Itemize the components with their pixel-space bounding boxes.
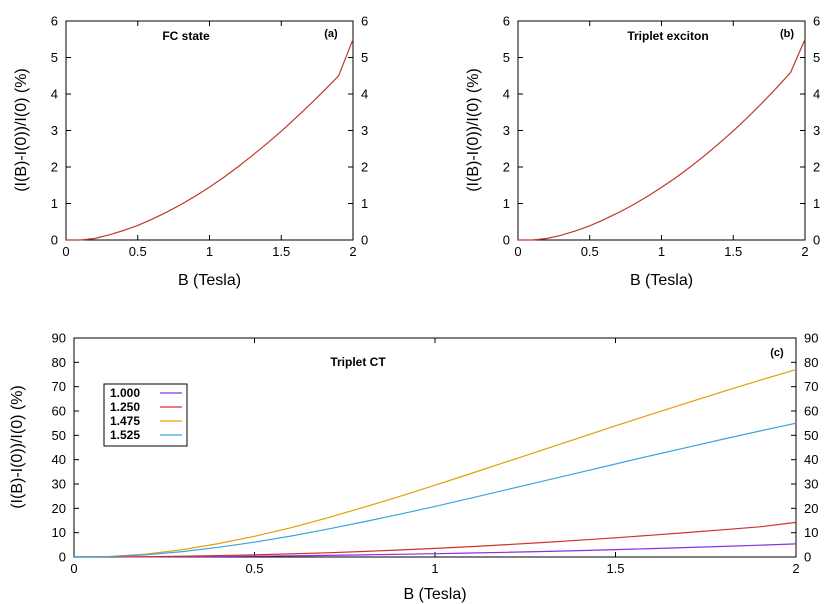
series-line-1 bbox=[518, 39, 806, 241]
y-tick-label-right: 0 bbox=[813, 233, 820, 248]
y-tick-label: 4 bbox=[503, 87, 510, 102]
y-axis-label: (I(B)-I(0))/I(0) (%) bbox=[465, 68, 482, 192]
y-tick-label-right: 70 bbox=[804, 379, 818, 394]
y-tick-label: 0 bbox=[51, 233, 58, 248]
y-tick-label: 0 bbox=[59, 550, 66, 565]
x-tick-label: 1 bbox=[206, 244, 213, 259]
y-tick-label-right: 60 bbox=[804, 404, 818, 419]
y-tick-label-right: 6 bbox=[813, 14, 820, 29]
series-line-1 bbox=[66, 39, 354, 241]
y-tick-label: 1 bbox=[51, 196, 58, 211]
x-tick-label: 0.5 bbox=[245, 561, 263, 576]
y-tick-label-right: 4 bbox=[361, 87, 368, 102]
legend-box bbox=[103, 383, 188, 447]
y-tick-label-right: 90 bbox=[804, 331, 818, 346]
y-tick-label: 20 bbox=[52, 501, 66, 516]
y-tick-label-right: 5 bbox=[813, 50, 820, 65]
panel-title: FC state bbox=[162, 29, 210, 43]
y-tick-label-right: 4 bbox=[813, 87, 820, 102]
panel-label: (a) bbox=[324, 28, 338, 40]
y-tick-label: 40 bbox=[52, 452, 66, 467]
x-tick-label: 1 bbox=[431, 561, 438, 576]
y-tick-label: 3 bbox=[503, 123, 510, 138]
x-tick-label: 0 bbox=[62, 244, 69, 259]
y-axis-label: (I(B)-I(0))/I(0) (%) bbox=[13, 68, 30, 192]
y-tick-label: 30 bbox=[52, 477, 66, 492]
legend-label: 1.000 bbox=[110, 386, 140, 400]
x-tick-label: 0.5 bbox=[581, 244, 599, 259]
plot-frame bbox=[517, 20, 806, 241]
y-tick-label: 6 bbox=[503, 14, 510, 29]
y-tick-label: 60 bbox=[52, 404, 66, 419]
x-axis-label: B (Tesla) bbox=[630, 272, 693, 289]
x-tick-label: 2 bbox=[349, 244, 356, 259]
y-tick-label-right: 80 bbox=[804, 355, 818, 370]
y-tick-label: 90 bbox=[52, 331, 66, 346]
series-line-1-475 bbox=[73, 369, 797, 558]
x-tick-label: 1.5 bbox=[606, 561, 624, 576]
legend-label: 1.250 bbox=[110, 400, 140, 414]
x-axis-label: B (Tesla) bbox=[403, 586, 466, 603]
x-tick-label: 0.5 bbox=[129, 244, 147, 259]
y-tick-label-right: 3 bbox=[813, 123, 820, 138]
x-tick-label: 1.5 bbox=[724, 244, 742, 259]
series-line-1-525 bbox=[73, 422, 797, 558]
y-tick-label-right: 30 bbox=[804, 477, 818, 492]
y-tick-label-right: 6 bbox=[361, 14, 368, 29]
plot-frame bbox=[65, 20, 354, 241]
x-tick-label: 2 bbox=[801, 244, 808, 259]
y-tick-label-right: 5 bbox=[361, 50, 368, 65]
x-tick-label: 1.5 bbox=[272, 244, 290, 259]
y-tick-label-right: 2 bbox=[361, 160, 368, 175]
panel-title: Triplet exciton bbox=[627, 29, 708, 43]
y-tick-label: 80 bbox=[52, 355, 66, 370]
panel-label: (b) bbox=[780, 28, 794, 40]
y-tick-label: 50 bbox=[52, 428, 66, 443]
chart-panel-2: 0 0.5 1 1.5 20 01 12 23 34 45 56 6B (Tesla)(I(B)-I(… bbox=[465, 14, 820, 290]
x-axis-label: B (Tesla) bbox=[178, 272, 241, 289]
panel-title: Triplet CT bbox=[330, 355, 386, 369]
y-tick-label: 70 bbox=[52, 379, 66, 394]
y-tick-label-right: 2 bbox=[813, 160, 820, 175]
y-tick-label-right: 40 bbox=[804, 452, 818, 467]
y-tick-label-right: 50 bbox=[804, 428, 818, 443]
y-tick-label-right: 0 bbox=[804, 550, 811, 565]
y-tick-label: 1 bbox=[503, 196, 510, 211]
y-tick-label: 2 bbox=[503, 160, 510, 175]
y-tick-label: 2 bbox=[51, 160, 58, 175]
legend-label: 1.475 bbox=[110, 414, 140, 428]
x-tick-label: 1 bbox=[658, 244, 665, 259]
y-tick-label: 5 bbox=[503, 50, 510, 65]
y-tick-label-right: 3 bbox=[361, 123, 368, 138]
y-tick-label-right: 0 bbox=[361, 233, 368, 248]
x-tick-label: 2 bbox=[792, 561, 799, 576]
y-tick-label-right: 10 bbox=[804, 525, 818, 540]
series-line-1-000 bbox=[74, 543, 797, 558]
y-tick-label: 6 bbox=[51, 14, 58, 29]
legend-label: 1.525 bbox=[110, 428, 140, 442]
chart-panel-1: 0 0.5 1 1.5 20 01 12 23 34 45 56 6B (Tesla)(I(B)-I(… bbox=[13, 14, 368, 290]
y-tick-label-right: 1 bbox=[813, 196, 820, 211]
panel-label: (c) bbox=[770, 347, 784, 359]
y-tick-label: 0 bbox=[503, 233, 510, 248]
y-axis-label: (I(B)-I(0))/I(0) (%) bbox=[9, 385, 26, 509]
y-tick-label-right: 20 bbox=[804, 501, 818, 516]
series-line-1-250 bbox=[74, 521, 797, 558]
y-tick-label: 4 bbox=[51, 87, 58, 102]
x-tick-label: 0 bbox=[70, 561, 77, 576]
y-tick-label-right: 1 bbox=[361, 196, 368, 211]
y-tick-label: 3 bbox=[51, 123, 58, 138]
y-tick-label: 10 bbox=[52, 525, 66, 540]
x-tick-label: 0 bbox=[514, 244, 521, 259]
y-tick-label: 5 bbox=[51, 50, 58, 65]
